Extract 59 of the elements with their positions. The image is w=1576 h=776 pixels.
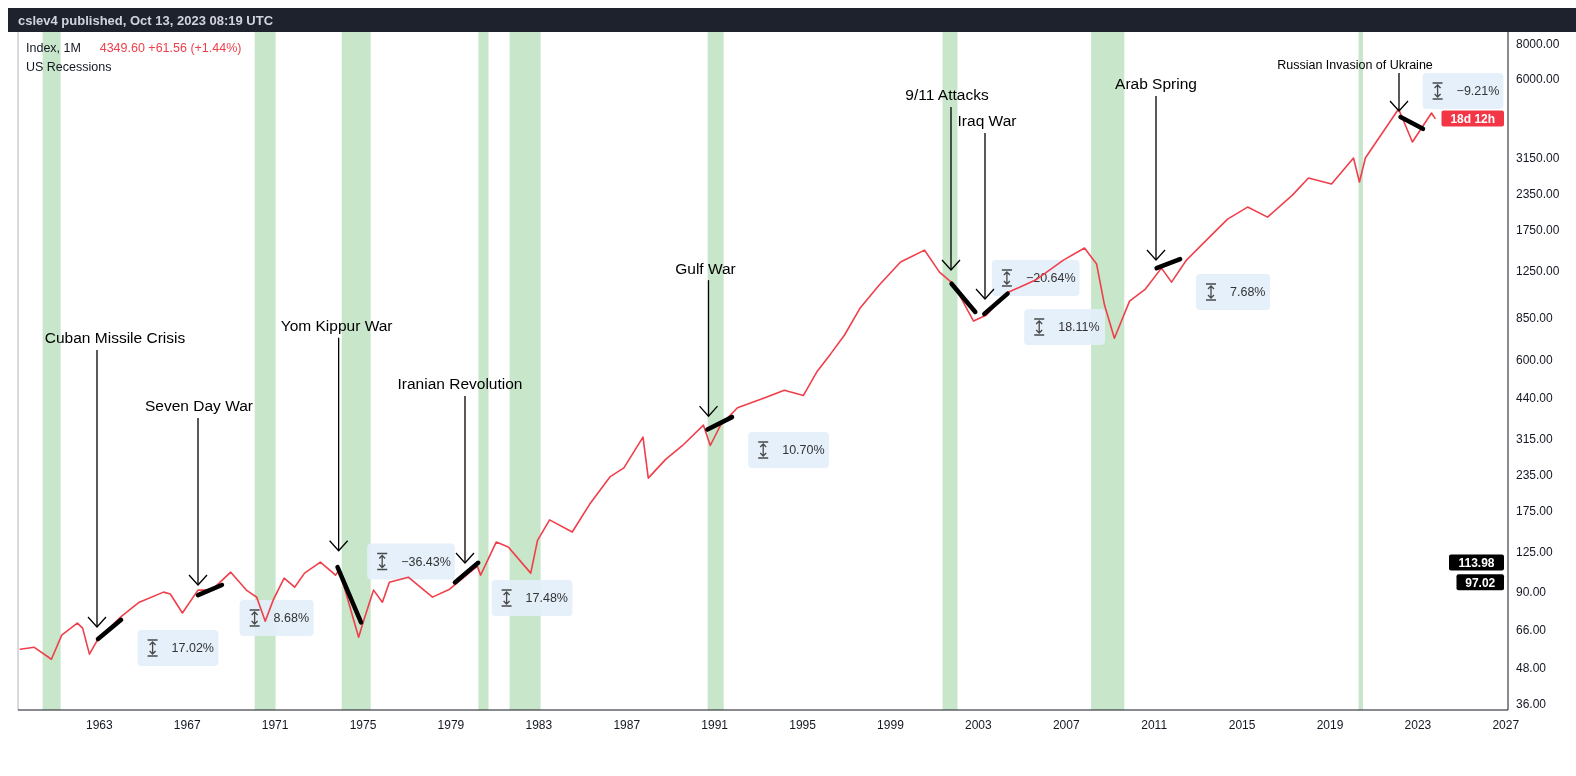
x-tick-label: 2003: [965, 718, 993, 732]
x-tick-label: 2015: [1228, 718, 1256, 732]
y-tick-label: 235.00: [1516, 467, 1554, 482]
annotation: 113.98: [1458, 555, 1495, 570]
annotation: 97.02: [1465, 575, 1496, 590]
x-tick-label: 2023: [1404, 718, 1432, 732]
y-tick-label: 600.00: [1516, 353, 1554, 368]
annotation: Russian Invasion of Ukraine: [1277, 58, 1433, 73]
line-series: [19, 108, 1436, 661]
y-tick-label: 1250.00: [1516, 263, 1560, 278]
annotation: 18d 12h: [1450, 111, 1496, 126]
annotation: Yom Kippur War: [280, 317, 393, 335]
y-tick-label: 125.00: [1516, 544, 1554, 559]
annotation: Gulf War: [675, 259, 736, 277]
annotation: 4349.60 +61.56 (+1.44%): [99, 41, 242, 55]
annotation: 18.11%: [1058, 320, 1100, 335]
annotation: Arab Spring: [1115, 75, 1197, 93]
y-tick-label: 90.00: [1516, 584, 1547, 599]
x-tick-label: 1963: [85, 718, 113, 732]
x-tick-label: 2027: [1492, 718, 1520, 732]
x-tick-label: 1975: [349, 718, 377, 732]
annotation: Cuban Missile Crisis: [44, 329, 186, 347]
x-tick-label: 1967: [173, 718, 201, 732]
y-tick-label: 36.00: [1516, 696, 1547, 711]
y-tick-label: 1750.00: [1516, 222, 1560, 237]
annotation: −36.43%: [401, 554, 451, 569]
annotation: Iraq War: [957, 112, 1017, 130]
y-tick-label: 2350.00: [1516, 186, 1560, 201]
y-tick-label: 48.00: [1516, 661, 1547, 676]
x-tick-label: 2011: [1141, 718, 1168, 732]
y-tick-label: 315.00: [1516, 431, 1554, 446]
x-tick-label: 1987: [613, 718, 641, 732]
annotation: 7.68%: [1230, 285, 1266, 300]
text: cslev4 published, Oct 13, 2023 08:19 UTC: [18, 13, 274, 28]
y-tick-label: 6000.00: [1516, 72, 1560, 87]
annotation: Seven Day War: [145, 397, 253, 415]
x-tick-label: 1983: [525, 718, 553, 732]
x-tick-label: 1979: [437, 718, 465, 732]
annotation: −9.21%: [1456, 84, 1500, 99]
y-tick-label: 850.00: [1516, 310, 1554, 325]
y-tick-label: 440.00: [1516, 391, 1554, 406]
x-tick-label: 1991: [701, 718, 729, 732]
y-tick-label: 175.00: [1516, 503, 1554, 518]
annotation: 17.48%: [525, 591, 569, 606]
x-tick-label: 1971: [261, 718, 289, 732]
annotation: 17.02%: [171, 641, 215, 656]
annotation: Iranian Revolution: [397, 375, 523, 393]
y-tick-label: 66.00: [1516, 622, 1547, 637]
x-tick-label: 2019: [1316, 718, 1344, 732]
annotation: 9/11 Attacks: [905, 86, 989, 104]
annotation: 10.70%: [782, 443, 825, 458]
y-tick-label: 3150.00: [1516, 150, 1560, 165]
x-tick-label: 2007: [1052, 718, 1080, 732]
annotation: 8.68%: [273, 611, 310, 626]
y-tick-label: 8000.00: [1516, 37, 1560, 52]
x-tick-label: 1999: [877, 718, 905, 732]
x-tick-label: 1995: [789, 718, 817, 732]
text: Index, 1M: [26, 41, 81, 55]
text: US Recessions: [26, 60, 112, 74]
